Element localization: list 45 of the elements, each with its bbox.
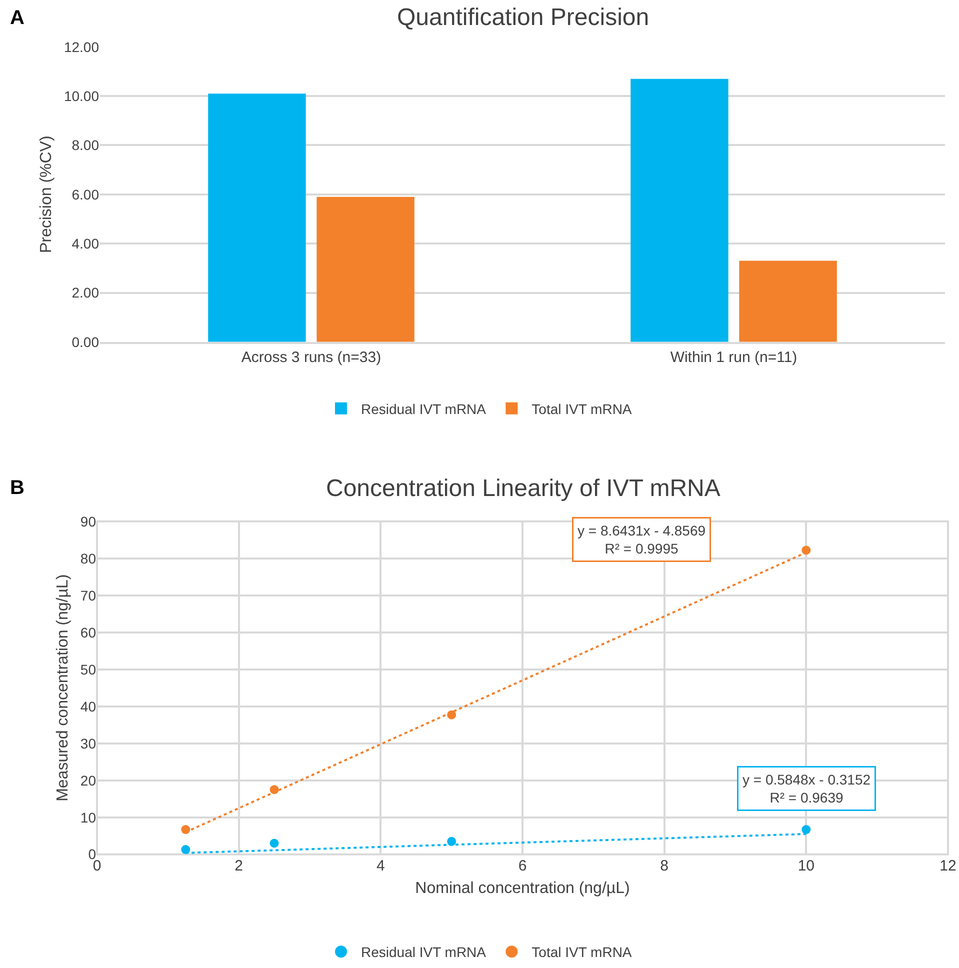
x-tick-label: Across 3 runs (n=33)	[241, 348, 382, 366]
y-tick-label: 30	[80, 735, 96, 752]
point	[181, 845, 190, 854]
y-tick-label: 6.00	[72, 186, 100, 202]
y-tick-label: 90	[80, 513, 96, 530]
y-tick-label: 0.00	[72, 334, 100, 350]
y-tick-label: 2.00	[72, 284, 100, 301]
y-axis-title: Precision (%CV)	[38, 136, 55, 254]
legend-label: Total IVT mRNA	[532, 400, 632, 417]
point	[270, 838, 279, 848]
annotation: y = 8.6431x - 4.8569 R² = 0.9995	[578, 522, 706, 557]
bar	[739, 260, 837, 342]
y-tick-label: 8.00	[72, 137, 100, 154]
x-tick-label: 8	[660, 857, 668, 874]
x-tick-label: 2	[234, 857, 243, 874]
y-axis-title: Measured concentration (ng/µL)	[54, 574, 72, 802]
legend-label: Residual IVT mRNA	[361, 400, 487, 417]
point	[447, 836, 456, 846]
y-tick-label: 60	[80, 624, 96, 640]
bar	[630, 78, 728, 342]
y-tick-label: 10.00	[64, 88, 100, 104]
legend-label: Total IVT mRNA	[532, 944, 632, 960]
x-tick-label: 12	[940, 857, 956, 874]
text: B	[10, 477, 24, 499]
x-tick-label: Within 1 run (n=11)	[670, 348, 798, 366]
x-tick-label: 4	[376, 857, 385, 874]
y-tick-label: 10	[80, 809, 96, 826]
y-tick-label: 70	[80, 587, 96, 604]
y-tick-label: 50	[80, 661, 96, 678]
y-tick-label: 4.00	[72, 235, 100, 252]
bar	[316, 196, 414, 342]
y-tick-label: 20	[80, 772, 96, 788]
y-tick-label: 80	[80, 550, 96, 566]
annotation: y = 0.5848x - 0.3152 R² = 0.9639	[742, 772, 871, 806]
y-tick-label: 40	[80, 698, 96, 714]
chart-title: Quantification Precision	[397, 4, 650, 31]
x-axis-title: Nominal concentration (ng/µL)	[415, 880, 630, 898]
bar	[208, 94, 306, 342]
chart-title: Concentration Linearity of IVT mRNA	[326, 475, 720, 502]
x-tick-label: 6	[518, 857, 527, 874]
text: A	[10, 7, 24, 29]
point	[802, 825, 811, 834]
legend-label: Residual IVT mRNA	[361, 944, 487, 960]
y-tick-label: 12.00	[64, 38, 100, 55]
x-tick-label: 10	[798, 857, 815, 874]
